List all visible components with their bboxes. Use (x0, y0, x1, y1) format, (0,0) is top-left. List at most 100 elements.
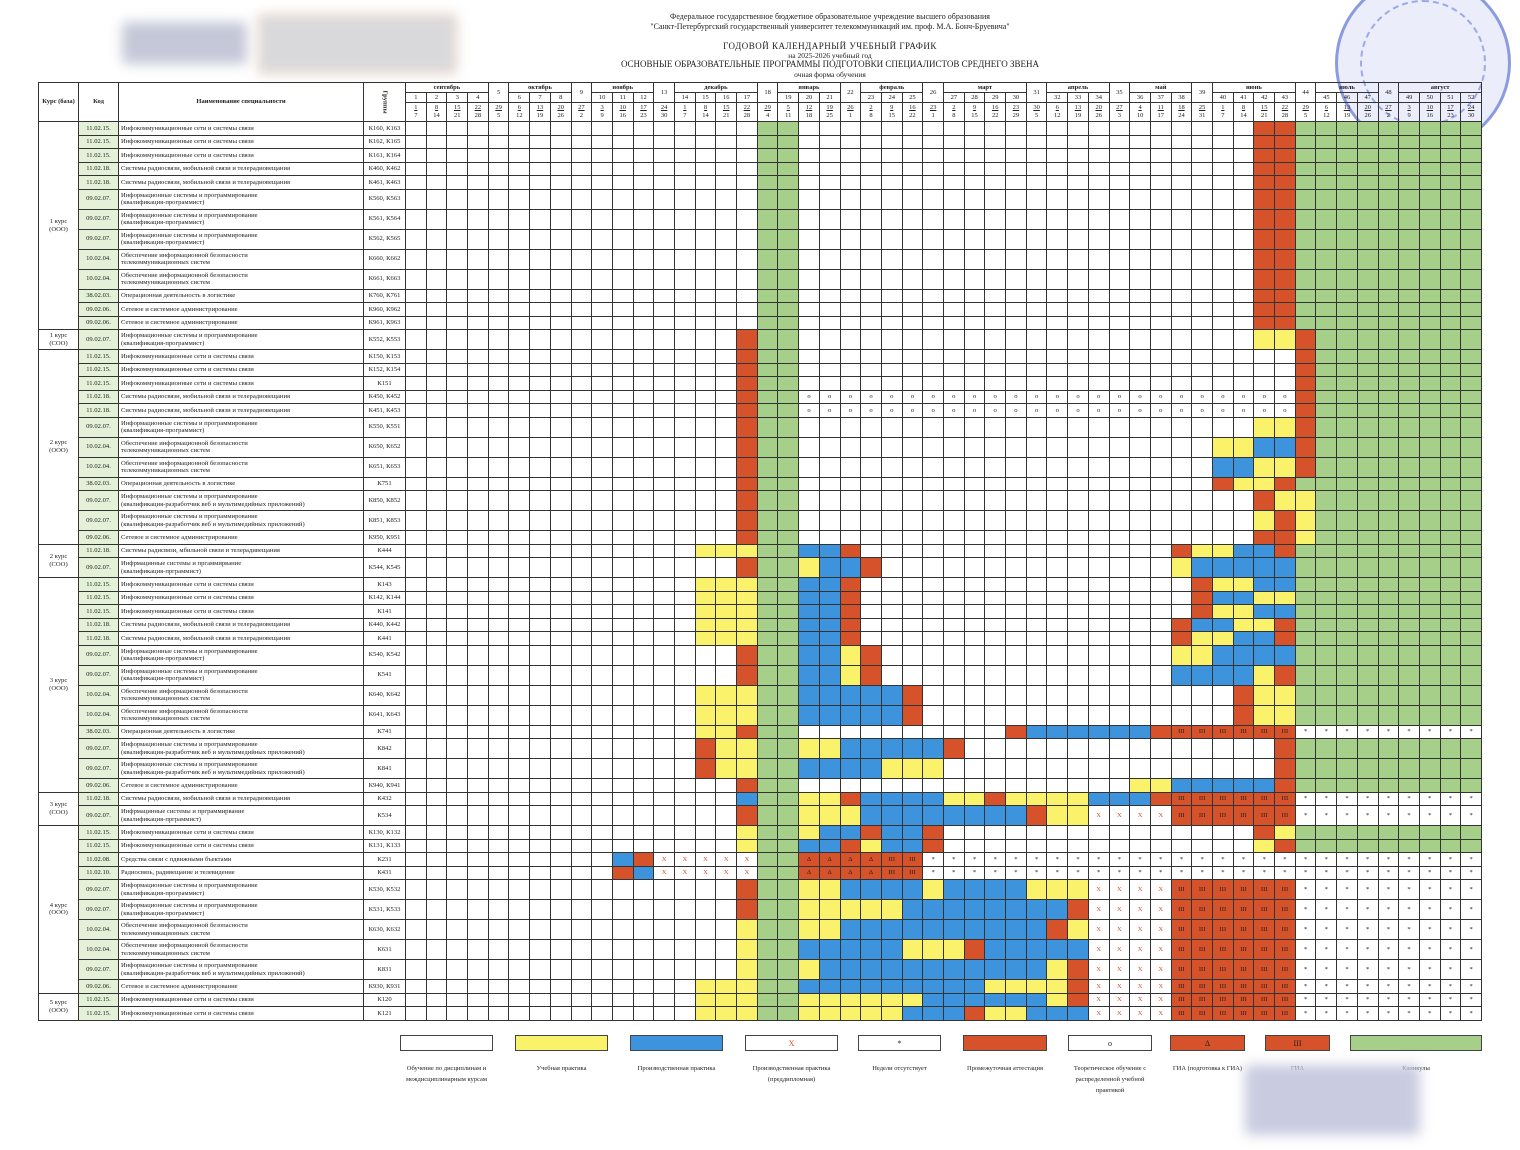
schedule-cell (922, 436, 944, 458)
schedule-cell (777, 590, 800, 605)
schedule-cell (1191, 148, 1213, 163)
schedule-cell: * (1418, 852, 1441, 867)
schedule-cell (611, 403, 634, 418)
schedule-cell (984, 704, 1007, 726)
schedule-cell (529, 329, 551, 350)
schedule-cell (736, 939, 758, 960)
schedule-cell (1025, 939, 1048, 960)
schedule-cell (611, 879, 634, 900)
schedule-cell (1170, 175, 1193, 190)
schedule-cell (1336, 510, 1358, 531)
specialty-name-line: Системы радиосвязи, мобильной связи и те… (121, 165, 291, 173)
schedule-cell (777, 389, 800, 404)
schedule-cell (1025, 590, 1048, 605)
schedule-cell: * (1398, 919, 1420, 940)
schedule-cell (984, 604, 1007, 619)
schedule-cell: * (1460, 852, 1482, 867)
schedule-cell (487, 899, 510, 920)
schedule-cell (860, 778, 882, 793)
legend-swatch: X (745, 1035, 838, 1051)
schedule-cell (860, 825, 882, 840)
specialty-name-line: Информационные системы и программировани… (121, 231, 258, 239)
schedule-cell (860, 704, 882, 726)
table-row: 11.02.15. Инфокоммуникационные сети и сис… (39, 838, 1482, 853)
schedule-cell (901, 919, 924, 940)
specialty-code: 11.02.15. (78, 1006, 119, 1021)
schedule-cell (653, 175, 675, 190)
schedule-cell (1294, 778, 1317, 793)
schedule-cell (653, 530, 675, 545)
schedule-cell (1439, 228, 1462, 250)
schedule-cell (901, 879, 924, 900)
schedule-cell (508, 865, 531, 880)
specialty-name-line: телекоммуникационных систем (121, 949, 210, 957)
schedule-cell (818, 644, 841, 666)
week-start-date: 8 (434, 104, 439, 111)
schedule-cell (1149, 134, 1172, 149)
schedule-cell (777, 161, 800, 176)
schedule-cell (591, 248, 613, 270)
schedule-cell (570, 543, 593, 558)
specialty-name: Инфрмацинные системы и пргаммирвание (ква… (118, 557, 364, 578)
schedule-cell (1108, 208, 1131, 230)
schedule-cell (529, 959, 551, 980)
week-number: 19 (777, 92, 800, 103)
schedule-cell (1418, 121, 1441, 136)
legend-label: Обучение по дисциплинам и междисциплинар… (405, 1065, 488, 1083)
schedule-cell (860, 248, 882, 270)
schedule-cell (405, 992, 427, 1007)
schedule-cell (1439, 617, 1462, 632)
schedule-cell (756, 899, 779, 920)
schedule-cell (570, 436, 593, 458)
schedule-cell (467, 805, 489, 826)
schedule-cell (1005, 148, 1027, 163)
schedule-cell (405, 604, 427, 619)
week-dates: 29 4 (756, 102, 779, 122)
schedule-cell: III (1274, 879, 1296, 900)
schedule-cell (611, 208, 634, 230)
schedule-cell (653, 959, 675, 980)
schedule-cell (839, 704, 862, 726)
schedule-cell (1232, 684, 1255, 706)
schedule-cell (446, 302, 469, 317)
schedule-cell (922, 704, 944, 726)
schedule-cell (1212, 416, 1234, 438)
week-start-date: 10 (1426, 104, 1434, 111)
schedule-cell: * (1460, 939, 1482, 960)
schedule-cell (1067, 577, 1089, 592)
week-number: 10 (591, 92, 613, 103)
schedule-cell (425, 268, 448, 290)
schedule-cell (425, 979, 448, 994)
schedule-cell (1232, 148, 1255, 163)
schedule-cell (1212, 510, 1234, 531)
table-row: 09.02.07. Информационные системы и програ… (39, 208, 1482, 230)
schedule-cell (405, 590, 427, 605)
group-codes: К540, К542 (363, 644, 406, 666)
schedule-cell: o (1067, 389, 1089, 404)
specialty-name: Системы радиосвязи, мобильной связи и те… (118, 389, 364, 404)
table-row: 10.02.04. Обеспечение информационной безо… (39, 248, 1482, 270)
legend-item: Промежуточная аттестация (963, 1035, 1047, 1074)
schedule-cell: X (674, 852, 696, 867)
course-label: 2 курс (СОО) (38, 543, 79, 578)
specialty-code: 10.02.04. (78, 248, 119, 270)
specialty-name-line: Обеспечение информационной безопасности (121, 251, 248, 259)
schedule-cell (860, 175, 882, 190)
week-end-date: 26 (1364, 112, 1371, 119)
schedule-cell (880, 590, 903, 605)
specialty-code: 11.02.15. (78, 148, 119, 163)
schedule-cell (1356, 436, 1379, 458)
schedule-cell (570, 631, 593, 646)
schedule-cell (818, 362, 841, 377)
schedule-cell (487, 879, 510, 900)
schedule-cell (984, 644, 1007, 666)
schedule-cell (1356, 208, 1379, 230)
week-end-date: 24 (1178, 112, 1185, 119)
schedule-cell (818, 879, 841, 900)
schedule-cell (467, 510, 489, 531)
schedule-cell (405, 724, 427, 739)
schedule-cell (963, 161, 986, 176)
schedule-cell (611, 724, 634, 739)
schedule-cell (487, 590, 510, 605)
schedule-cell (1336, 208, 1358, 230)
